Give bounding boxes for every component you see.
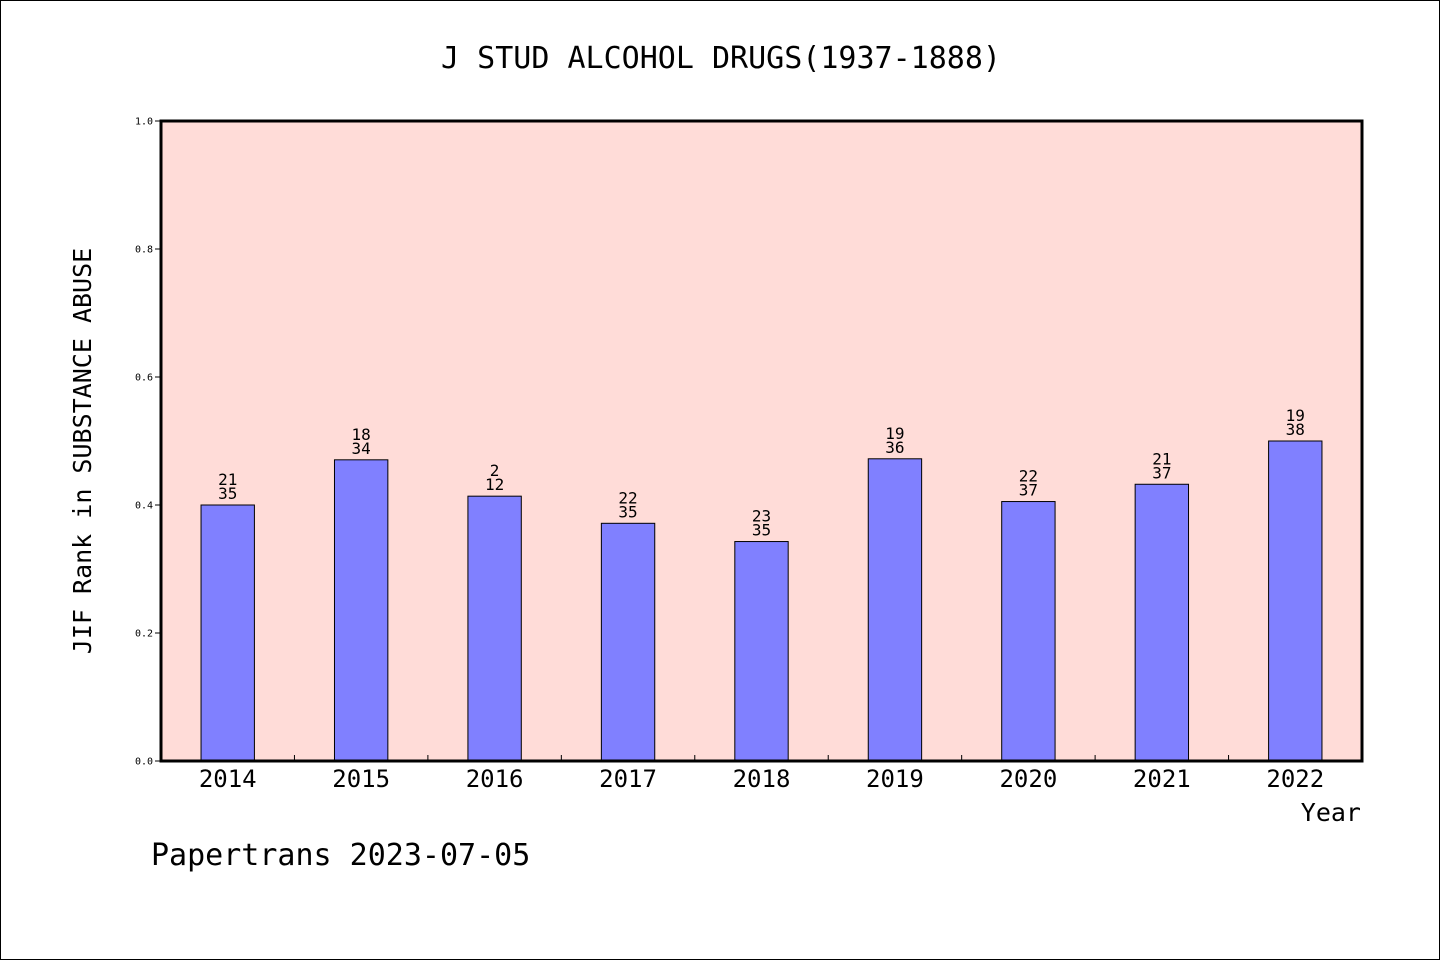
x-tick-label: 2016 <box>466 765 524 793</box>
x-tick-label: 2015 <box>332 765 390 793</box>
bar-2018 <box>734 541 789 762</box>
bars-group <box>200 440 1323 762</box>
y-tick-label: 0.6 <box>135 373 153 384</box>
bar-label-total: 37 <box>1152 463 1171 482</box>
y-tick-label: 0.0 <box>135 757 153 768</box>
x-tick-label: 2014 <box>199 765 257 793</box>
bar-label-rank: 21 <box>218 470 237 489</box>
bar-label-rank: 2 <box>490 461 500 480</box>
plot-border <box>159 119 1364 763</box>
bar-label-total: 38 <box>1286 420 1305 439</box>
bar-label-rank: 21 <box>1152 449 1171 468</box>
y-tick-label: 0.2 <box>135 629 153 640</box>
x-tick-label: 2019 <box>866 765 924 793</box>
bar-2019 <box>867 458 923 762</box>
x-axis-label: Year <box>1301 798 1361 827</box>
y-tick-label: 0.4 <box>135 501 153 512</box>
y-tick-label: 0.8 <box>135 245 153 256</box>
bar-2020 <box>1001 501 1056 762</box>
footer-caption: Papertrans 2023-07-05 <box>151 838 530 873</box>
x-tick-label: 2017 <box>599 765 657 793</box>
bar-label-rank: 22 <box>618 488 637 507</box>
bar-label-total: 12 <box>485 475 504 494</box>
bar-2021 <box>1134 483 1190 762</box>
bar-2016 <box>467 495 522 762</box>
y-axis-label: JIF Rank in SUBSTANCE ABUSE <box>68 248 97 654</box>
x-tick-label: 2022 <box>1266 765 1324 793</box>
bar-2015 <box>333 459 389 762</box>
x-tick-label: 2018 <box>733 765 791 793</box>
bar-label-total: 37 <box>1019 481 1038 500</box>
y-tick-label: 1.0 <box>135 117 153 128</box>
bar-label-rank: 23 <box>752 507 771 526</box>
bar-label-total: 35 <box>752 521 771 540</box>
y-axis: 0.0 0.2 0.4 0.6 0.8 1.0 <box>135 117 162 768</box>
bar-label-rank: 22 <box>1019 467 1038 486</box>
bar-label-rank: 18 <box>352 425 371 444</box>
x-tick-label: 2020 <box>999 765 1057 793</box>
x-tick-label: 2021 <box>1133 765 1191 793</box>
bar-2022 <box>1268 440 1323 762</box>
bar-2017 <box>600 522 656 762</box>
bar-label-total: 35 <box>618 502 637 521</box>
bar-label-total: 34 <box>352 439 371 458</box>
x-axis: 2014 2015 2016 2017 2018 2019 2020 2021 2022 <box>199 755 1324 793</box>
bar-label-rank: 19 <box>1286 406 1305 425</box>
bar-2014 <box>200 504 255 762</box>
bar-label-rank: 19 <box>885 424 904 443</box>
bar-label-total: 36 <box>885 438 904 457</box>
chart-title: J STUD ALCOHOL DRUGS(1937-1888) <box>441 41 1001 76</box>
bar-label-total: 35 <box>218 484 237 503</box>
